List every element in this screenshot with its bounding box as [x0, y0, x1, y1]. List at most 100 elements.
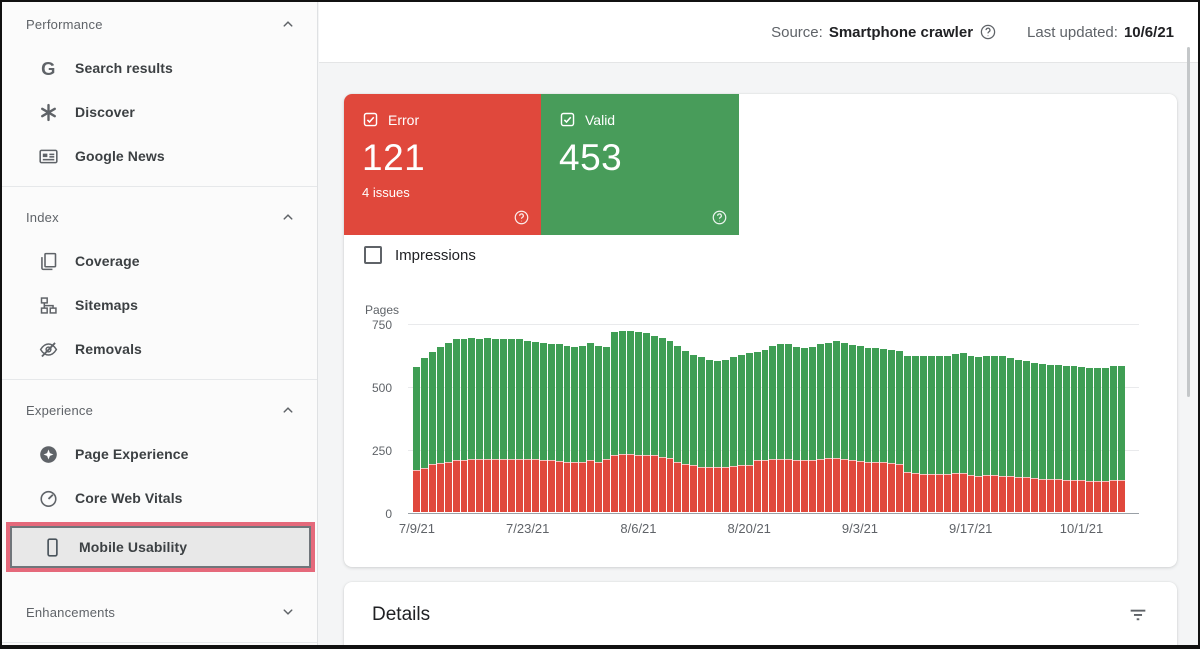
error-segment [809, 459, 817, 512]
error-segment [785, 459, 793, 512]
valid-summary-head: Valid [559, 111, 739, 128]
sidebar-section-performance[interactable]: Performance [2, 2, 317, 46]
error-help-icon[interactable] [513, 209, 530, 226]
valid-segment [611, 331, 618, 455]
y-tick-label: 250 [371, 444, 392, 458]
valid-segment [690, 354, 698, 466]
impressions-checkbox[interactable] [364, 246, 382, 264]
error-segment [1110, 479, 1118, 512]
stacked-bar [587, 343, 595, 512]
error-segment [674, 461, 682, 512]
valid-checkbox-checked-icon[interactable] [559, 111, 576, 128]
error-segment [452, 460, 460, 512]
stacked-bar [674, 345, 682, 512]
valid-help-icon[interactable] [711, 209, 728, 226]
valid-segment [626, 331, 634, 454]
error-segment [484, 459, 492, 512]
sidebar-item-removals[interactable]: Removals [2, 327, 317, 371]
stacked-bar [761, 349, 769, 512]
stacked-bar [547, 343, 555, 512]
error-segment [1086, 480, 1094, 512]
stacked-bar [951, 353, 959, 512]
error-label: Error [388, 111, 420, 128]
sidebar-item-core-web-vitals[interactable]: Core Web Vitals [2, 476, 317, 520]
stacked-bar [626, 331, 634, 512]
stacked-bar [682, 350, 690, 512]
sidebar-item-mobile-usability[interactable]: Mobile Usability [12, 528, 309, 566]
chevron-down-icon[interactable] [279, 603, 297, 621]
google-news-icon [38, 146, 59, 167]
stacked-bar [428, 352, 436, 512]
stacked-bar [579, 345, 587, 512]
valid-segment [650, 335, 658, 456]
source-label: Source: [771, 23, 823, 41]
sidebar-item-sitemaps[interactable]: Sitemaps [2, 283, 317, 327]
valid-segment [468, 338, 476, 460]
valid-segment [452, 339, 460, 461]
scrollbar-thumb[interactable] [1187, 47, 1190, 397]
error-segment [904, 471, 912, 512]
stacked-bar [848, 345, 856, 512]
valid-segment [801, 348, 809, 461]
stacked-bar [563, 345, 571, 512]
valid-segment [1094, 368, 1102, 481]
sitemaps-icon [38, 295, 59, 316]
help-circle-icon[interactable] [979, 23, 997, 41]
impressions-label: Impressions [395, 246, 476, 264]
chevron-up-icon[interactable] [279, 401, 297, 419]
stacked-bar [896, 350, 904, 512]
sidebar-item-page-experience[interactable]: Page Experience [2, 432, 317, 476]
stacked-bar [690, 354, 698, 512]
valid-segment [674, 345, 682, 462]
valid-segment [706, 359, 714, 468]
sidebar-item-coverage[interactable]: Coverage [2, 239, 317, 283]
sidebar-item-discover[interactable]: Discover [2, 90, 317, 134]
valid-segment [809, 347, 817, 460]
sidebar-item-label: Mobile Usability [79, 539, 188, 555]
svg-text:G: G [41, 58, 55, 79]
sidebar-item-google-news[interactable]: Google News [2, 134, 317, 178]
sidebar-section-experience[interactable]: Experience [2, 388, 317, 432]
stacked-bar [777, 343, 785, 512]
valid-summary-box[interactable]: Valid 453 [541, 94, 739, 235]
gridline [408, 324, 1139, 325]
error-segment [603, 459, 611, 512]
chevron-up-icon[interactable] [279, 208, 297, 226]
sidebar-section-index[interactable]: Index [2, 195, 317, 239]
valid-segment [880, 348, 888, 463]
error-segment [745, 464, 753, 512]
stacked-bar [1094, 368, 1102, 512]
sidebar-section-enhancements[interactable]: Enhancements [2, 590, 317, 634]
stacked-bar [793, 347, 801, 512]
error-segment [428, 464, 436, 512]
valid-segment [698, 357, 706, 467]
stacked-bar [769, 345, 777, 512]
bars-container [413, 324, 1125, 512]
filter-list-icon[interactable] [1127, 604, 1149, 626]
error-segment [508, 459, 515, 512]
section-label: Performance [26, 16, 103, 32]
details-title: Details [372, 604, 431, 625]
impressions-toggle[interactable]: Impressions [364, 246, 476, 264]
error-checkbox-checked-icon[interactable] [362, 111, 379, 128]
stacked-bar [634, 331, 642, 512]
error-segment [737, 465, 745, 512]
error-segment [571, 461, 579, 512]
stacked-bar [1102, 367, 1110, 512]
error-segment [515, 459, 523, 512]
stacked-bar [611, 331, 618, 512]
error-summary-head: Error [362, 111, 541, 128]
y-tick-label: 0 [385, 507, 392, 521]
stacked-bar [817, 344, 824, 512]
chevron-up-icon[interactable] [279, 15, 297, 33]
error-segment [848, 460, 856, 512]
error-summary-box[interactable]: Error 121 4 issues [344, 94, 541, 235]
error-segment [595, 461, 603, 512]
stacked-bar [832, 341, 840, 512]
sidebar-item-search-results[interactable]: G Search results [2, 46, 317, 90]
stacked-bar [1070, 366, 1078, 512]
error-segment [1015, 476, 1022, 512]
section-label: Experience [26, 402, 94, 418]
valid-segment [436, 347, 444, 463]
valid-segment [761, 349, 769, 460]
